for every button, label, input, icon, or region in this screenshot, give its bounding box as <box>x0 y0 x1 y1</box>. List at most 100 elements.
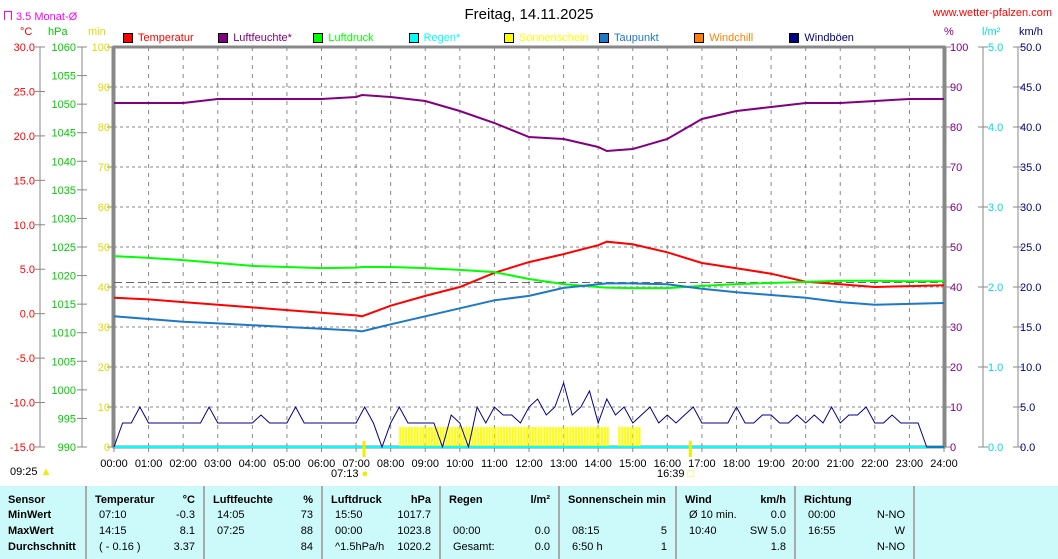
cell-humidity-time: 14:05 <box>217 509 245 521</box>
x-tick-label: 12:00 <box>515 458 543 470</box>
axis-rain-tick-label: 5.0 <box>988 42 1003 54</box>
sunshine-bar <box>529 427 531 447</box>
legend-swatch-icon <box>789 33 800 43</box>
axis-humidity-tick-label: 100 <box>950 42 968 54</box>
header-pressure-unit: hPa <box>410 494 431 506</box>
legend-label: Luftdruck <box>328 32 374 44</box>
cell-pressure-value: 1020.2 <box>397 541 431 553</box>
sunshine-bar <box>560 427 563 447</box>
sunshine-bar <box>598 427 601 447</box>
axis-pressure-tick-label: 1050 <box>52 99 76 111</box>
x-tick-label: 16:00 <box>654 458 682 470</box>
sunshine-bar <box>428 427 431 447</box>
sunshine-bar <box>491 427 494 447</box>
legend-label: Luftfeuchte* <box>233 32 292 44</box>
header-wind: Wind <box>685 494 712 506</box>
sun-icon: ● <box>361 468 369 480</box>
sunshine-bar <box>575 427 578 447</box>
header-wind-unit: km/h <box>760 494 786 506</box>
axis-humidity-tick-label: 70 <box>950 162 962 174</box>
x-tick-label: 22:00 <box>861 458 889 470</box>
avg-label: 3.5 Monat-Ø <box>16 11 78 23</box>
sunshine-bar <box>505 427 508 447</box>
sunshine-bar <box>517 427 520 447</box>
stats-table: Sensor MinWert MaxWert Durchschnitt Temp… <box>0 486 1058 559</box>
axis-sun-tick-label: 50 <box>98 242 110 254</box>
cell-sunshine-value: 1 <box>660 541 667 553</box>
legend-label: Regen* <box>423 32 461 44</box>
sunshine-bar <box>416 427 419 447</box>
x-tick-label: 07:00 <box>342 458 370 470</box>
x-tick-label: 14:00 <box>584 458 612 470</box>
axis-rain-tick-label: 4.0 <box>988 122 1003 134</box>
axis-pressure-tick-label: 1000 <box>52 385 76 397</box>
sunshine-bar <box>445 427 448 447</box>
x-tick-label: 21:00 <box>826 458 854 470</box>
cell-humidity-time: 07:25 <box>217 525 245 537</box>
cell-rain-value: 0.0 <box>534 525 550 537</box>
unit-wind: km/h <box>1019 26 1043 38</box>
sunshine-bar <box>451 427 454 447</box>
sunshine-bar <box>635 427 638 447</box>
sunshine-bar <box>543 427 546 447</box>
rain-column: Regen l/m² 00:00 0.0 Gesamt: 0.0 <box>441 486 560 559</box>
sunshine-bar <box>497 427 500 447</box>
cell-direction-time: 00:00 <box>808 509 836 521</box>
axis-rain-tick-label: 0.0 <box>988 442 1003 454</box>
sunshine-bar <box>626 427 629 447</box>
sunshine-bar <box>459 427 462 447</box>
axis-pressure-tick-label: 1045 <box>52 128 76 140</box>
sunshine-bar <box>425 427 428 447</box>
header-direction: Richtung <box>804 494 852 506</box>
sunshine-bar <box>494 427 497 447</box>
header-rain-unit: l/m² <box>530 494 550 506</box>
legend-label: Temperatur <box>138 32 194 44</box>
cell-direction-value: N-NO <box>876 509 905 521</box>
sunshine-bar <box>407 427 410 447</box>
weather-chart: 30.0 25.0 20.0 15.0 10.0 5.0 0.0 -5.0 -10.0 -15.0… <box>10 42 1042 470</box>
axis-temp-tick-label: 0.0 <box>20 309 35 321</box>
temperature-column: Temperatur °C 07:10 -0.3 14:15 8.1 ( - 0.16 ) 3… <box>87 486 205 559</box>
legend-swatch-icon <box>123 33 133 43</box>
cell-pressure-time: 15:50 <box>335 509 363 521</box>
sunshine-bar <box>431 427 434 447</box>
sunshine-bar <box>618 427 621 447</box>
axis-pressure-tick-label: 1025 <box>52 242 76 254</box>
axis-pressure-tick-label: 1035 <box>52 185 76 197</box>
sunshine-bar <box>549 427 552 447</box>
sunshine-bar <box>566 427 569 447</box>
cell-sunshine-time: 08:15 <box>572 525 600 537</box>
sunshine-bar <box>471 427 474 447</box>
axis-wind-tick-label: 5.0 <box>1020 402 1035 414</box>
sunshine-bar <box>606 427 609 447</box>
axis-wind-tick-label: 20.0 <box>1020 282 1041 294</box>
site-link[interactable]: www.wetter-pfalzen.com <box>932 7 1052 19</box>
sunshine-bar <box>552 427 555 447</box>
sunshine-bar <box>485 427 488 447</box>
x-tick-label: 15:00 <box>619 458 647 470</box>
chart-title: Freitag, 14.11.2025 <box>464 6 594 23</box>
moon-icon: ▲ <box>40 466 52 478</box>
axis-humidity-tick-label: 60 <box>950 202 962 214</box>
sunshine-bar <box>601 427 604 447</box>
axis-sun-tick-label: 40 <box>98 282 110 294</box>
sunset-icon: □ <box>687 468 695 480</box>
legend-swatch-icon <box>694 33 705 43</box>
sunshine-bar <box>546 427 549 447</box>
header-sensor: Sensor <box>8 494 46 506</box>
cell-pressure-value: 1017.7 <box>397 509 431 521</box>
sunshine-bar <box>554 427 557 447</box>
sunshine-bar <box>534 427 537 447</box>
sunshine-bar <box>592 427 595 447</box>
sunshine-bar <box>580 427 583 447</box>
sunshine-bar <box>511 427 514 447</box>
cell-wind-value: 1.8 <box>770 541 786 553</box>
legend-item: Temperatur <box>123 32 194 44</box>
cell-sunshine-value: 5 <box>660 525 667 537</box>
cell-direction-value: W <box>894 525 905 537</box>
sunshine-bar <box>569 427 572 447</box>
row-label-max: MaxWert <box>8 525 54 537</box>
x-tick-label: 03:00 <box>204 458 232 470</box>
pressure-column: Luftdruck hPa 15:50 1017.7 00:00 1023.8 ^1.5hP… <box>323 486 441 559</box>
axis-temp-tick-label: 30.0 <box>14 42 35 54</box>
